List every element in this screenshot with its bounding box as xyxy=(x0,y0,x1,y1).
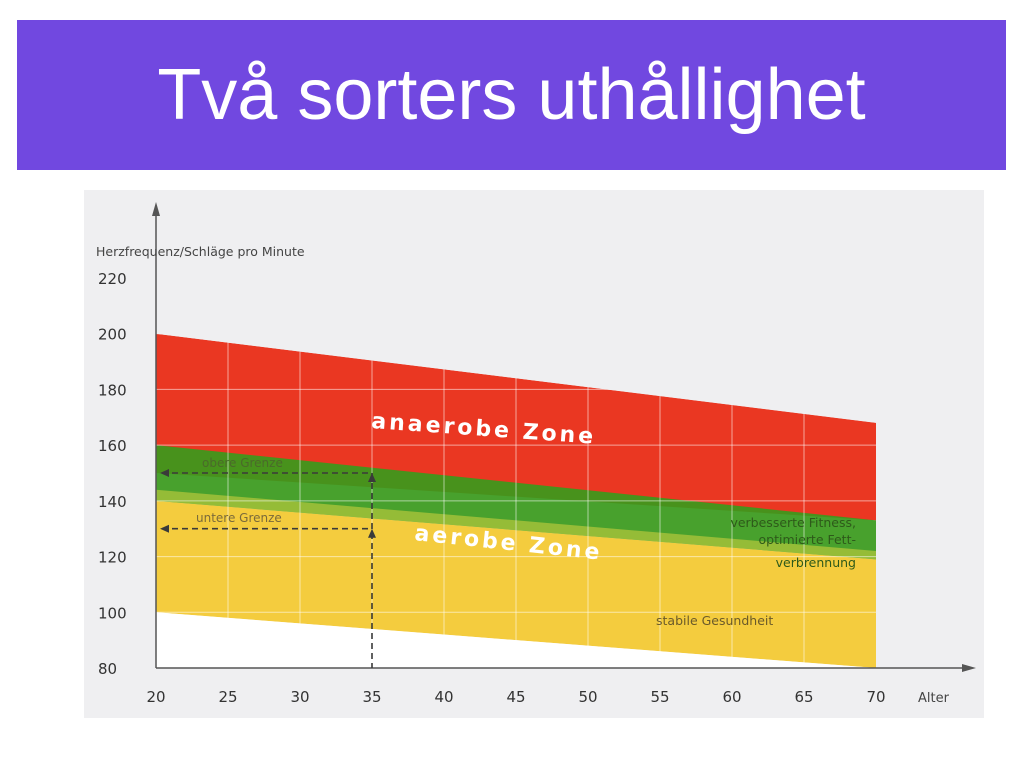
y-tick-label: 180 xyxy=(98,381,127,399)
zone-label-fitness-3: verbrennung xyxy=(776,555,856,570)
x-axis-label: Alter xyxy=(918,691,950,706)
x-tick-label: 65 xyxy=(794,688,813,706)
zone-label-health: stabile Gesundheit xyxy=(656,613,773,628)
y-tick-label: 220 xyxy=(98,270,127,288)
x-axis-arrow xyxy=(962,664,976,672)
x-tick-label: 35 xyxy=(362,688,381,706)
x-tick-label: 40 xyxy=(434,688,453,706)
x-tick-label: 55 xyxy=(650,688,669,706)
y-tick-label: 160 xyxy=(98,437,127,455)
zone-label-fitness-2: optimierte Fett- xyxy=(758,532,856,547)
marker-arrowhead xyxy=(160,524,169,533)
y-tick-label: 80 xyxy=(98,660,117,678)
x-tick-label: 30 xyxy=(290,688,309,706)
y-tick-label: 200 xyxy=(98,326,127,344)
y-axis-label: Herzfrequenz/Schläge pro Minute xyxy=(96,244,305,259)
x-tick-label: 70 xyxy=(866,688,885,706)
x-tick-label: 20 xyxy=(146,688,165,706)
marker-arrowhead xyxy=(160,469,169,477)
marker-label-lower: untere Grenze xyxy=(196,511,282,525)
y-tick-label: 120 xyxy=(98,549,127,567)
y-tick-label: 100 xyxy=(98,604,127,622)
zone-label-fitness-1: verbesserte Fitness, xyxy=(730,515,856,530)
x-tick-label: 50 xyxy=(578,688,597,706)
x-tick-label: 25 xyxy=(218,688,237,706)
y-tick-label: 140 xyxy=(98,493,127,511)
marker-label-upper: obere Grenze xyxy=(202,456,283,470)
x-tick-label: 60 xyxy=(722,688,741,706)
x-tick-label: 45 xyxy=(506,688,525,706)
y-axis-arrow xyxy=(152,202,160,216)
chart-container: 80 100 120 140 160 180 200 220 20 25 30 35 40 45 50 55 6… xyxy=(84,190,984,718)
grid-mask-top xyxy=(156,276,877,423)
title-bar: Två sorters uthållighet xyxy=(17,20,1006,170)
slide-title: Två sorters uthållighet xyxy=(157,55,866,135)
heart-rate-chart: 80 100 120 140 160 180 200 220 20 25 30 35 40 45 50 55 6… xyxy=(84,190,984,718)
